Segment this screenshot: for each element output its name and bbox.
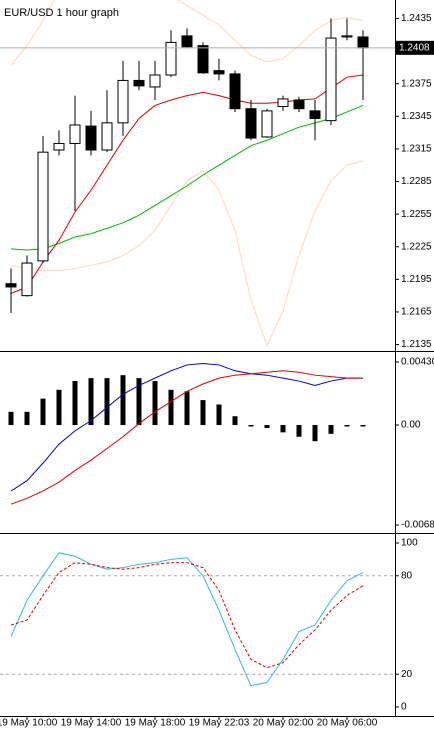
overlay-line bbox=[10, 0, 364, 66]
y-tick-label: 1.2165 bbox=[401, 307, 432, 318]
histogram-bar bbox=[136, 378, 142, 426]
current-price-label: 1.2408 bbox=[399, 42, 430, 53]
x-tick-label: 20 May 02:00 bbox=[253, 718, 314, 729]
candle-body bbox=[37, 151, 49, 262]
histogram-bar bbox=[24, 411, 30, 426]
histogram-bar bbox=[248, 425, 254, 427]
y-tick-label: 0 bbox=[401, 702, 407, 713]
histogram-bar bbox=[264, 425, 270, 428]
candle-body bbox=[229, 73, 241, 110]
y-tick-label: 1.2345 bbox=[401, 111, 432, 122]
candle-body bbox=[213, 70, 225, 75]
y-tick-label: -0.00682 bbox=[401, 520, 434, 531]
x-tick-label: 19 May 22:03 bbox=[189, 718, 250, 729]
histogram-bar bbox=[360, 425, 366, 427]
candle-body bbox=[341, 35, 353, 38]
candle-body bbox=[69, 124, 81, 144]
histogram-bar bbox=[200, 400, 206, 426]
stochastic-line bbox=[10, 552, 364, 687]
histogram-bar bbox=[72, 381, 78, 426]
histogram-bar bbox=[120, 375, 126, 426]
chart-title: EUR/USD 1 hour graph bbox=[4, 7, 119, 19]
histogram-bar bbox=[168, 389, 174, 426]
histogram-bar bbox=[328, 425, 334, 434]
y-tick-label: 20 bbox=[401, 669, 413, 680]
macd-line bbox=[10, 362, 363, 492]
overlay-line bbox=[10, 160, 364, 347]
panel bbox=[8, 362, 366, 505]
histogram-bar bbox=[312, 425, 318, 442]
y-tick-label: 1.2135 bbox=[401, 339, 432, 350]
candle-body bbox=[325, 37, 337, 122]
overlay-line bbox=[10, 104, 364, 251]
candle-body bbox=[21, 262, 33, 297]
candle-body bbox=[101, 122, 113, 151]
histogram-bar bbox=[56, 389, 62, 426]
candle-body bbox=[53, 142, 65, 151]
panel bbox=[5, 0, 369, 347]
histogram-bar bbox=[152, 381, 158, 426]
candle-body bbox=[117, 79, 129, 124]
candle-body bbox=[293, 99, 305, 110]
candle-body bbox=[197, 45, 209, 74]
y-tick-label: 0.00 bbox=[401, 420, 421, 431]
y-tick-label: 1.2315 bbox=[401, 144, 432, 155]
stochastic-line bbox=[10, 562, 364, 669]
histogram-bar bbox=[8, 411, 14, 426]
y-tick-label: 1.2285 bbox=[401, 176, 432, 187]
panel bbox=[0, 552, 395, 687]
y-tick-label: 1.2195 bbox=[401, 274, 432, 285]
x-tick-label: 19 May 10:00 bbox=[0, 718, 58, 729]
current-price-box bbox=[396, 40, 434, 55]
histogram-bar bbox=[216, 404, 222, 426]
histogram-bar bbox=[344, 425, 350, 427]
histogram-bar bbox=[88, 378, 94, 426]
y-tick-label: 0.00430 bbox=[401, 357, 434, 368]
histogram-bar bbox=[280, 425, 286, 433]
candle-body bbox=[261, 110, 273, 138]
y-tick-label: 100 bbox=[401, 538, 418, 549]
macd-line bbox=[10, 370, 363, 505]
candle-body bbox=[277, 98, 289, 108]
histogram-bar bbox=[184, 391, 190, 426]
x-tick-label: 19 May 18:00 bbox=[125, 718, 186, 729]
histogram-bar bbox=[232, 416, 238, 426]
candle-body bbox=[133, 79, 145, 87]
y-tick-label: 1.2435 bbox=[401, 13, 432, 24]
x-tick-label: 20 May 06:00 bbox=[317, 718, 378, 729]
candle-body bbox=[181, 35, 193, 48]
y-tick-label: 1.2225 bbox=[401, 241, 432, 252]
y-tick-label: 1.2375 bbox=[401, 78, 432, 89]
histogram-bar bbox=[40, 398, 46, 426]
histogram-bar bbox=[296, 425, 302, 437]
candle-body bbox=[357, 36, 369, 49]
candle-body bbox=[149, 74, 161, 88]
candle-body bbox=[85, 125, 97, 151]
x-tick-label: 19 May 14:00 bbox=[61, 718, 122, 729]
candle-body bbox=[245, 108, 257, 139]
y-tick-label: 80 bbox=[401, 570, 413, 581]
y-tick-label: 1.2255 bbox=[401, 209, 432, 220]
histogram-bar bbox=[104, 378, 110, 426]
candle-body bbox=[5, 283, 17, 288]
candle-body bbox=[165, 41, 177, 76]
candle-body bbox=[309, 110, 321, 119]
